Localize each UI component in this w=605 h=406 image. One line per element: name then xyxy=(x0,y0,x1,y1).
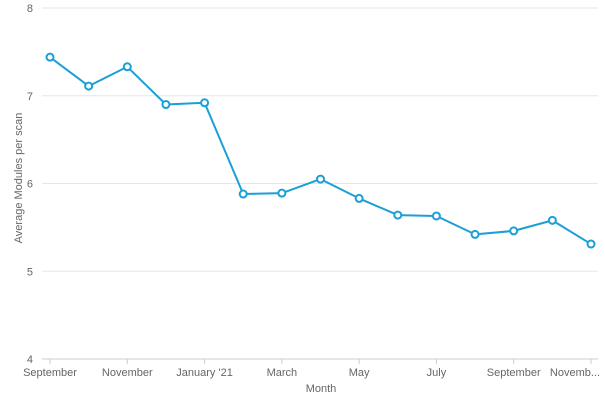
x-axis-ticks: September November January '21 March May July… xyxy=(23,359,600,379)
y-tick-label: 8 xyxy=(27,3,33,15)
x-tick-label: July xyxy=(427,367,447,379)
data-point[interactable] xyxy=(431,211,441,221)
y-axis-title: Average Modules per scan xyxy=(13,113,25,244)
x-tick-label: January '21 xyxy=(176,367,233,379)
data-point[interactable] xyxy=(393,210,403,220)
y-tick-label: 7 xyxy=(27,91,33,103)
y-tick-label: 4 xyxy=(27,354,33,366)
data-point[interactable] xyxy=(161,100,171,110)
data-point[interactable] xyxy=(354,193,364,203)
data-point[interactable] xyxy=(200,98,210,108)
x-tick-label: Novemb... xyxy=(550,367,600,379)
series-line xyxy=(49,56,592,245)
data-point[interactable] xyxy=(84,81,94,91)
data-point[interactable] xyxy=(122,62,132,72)
x-tick-label: September xyxy=(487,367,541,379)
x-tick-label: November xyxy=(102,367,153,379)
data-point[interactable] xyxy=(470,229,480,239)
series-layer xyxy=(45,52,596,249)
x-tick-label: May xyxy=(349,367,370,379)
data-point[interactable] xyxy=(547,215,557,225)
x-axis-title: Month xyxy=(306,383,337,395)
data-point[interactable] xyxy=(509,226,519,236)
data-point[interactable] xyxy=(45,52,55,62)
y-axis-ticks: 4 5 6 7 8 xyxy=(27,3,33,366)
data-point[interactable] xyxy=(586,239,596,249)
data-point[interactable] xyxy=(238,189,248,199)
x-tick-label: March xyxy=(267,367,298,379)
y-tick-label: 5 xyxy=(27,266,33,278)
x-tick-label: September xyxy=(23,367,77,379)
data-point[interactable] xyxy=(316,174,325,184)
y-tick-label: 6 xyxy=(27,179,33,191)
data-point[interactable] xyxy=(277,188,287,198)
